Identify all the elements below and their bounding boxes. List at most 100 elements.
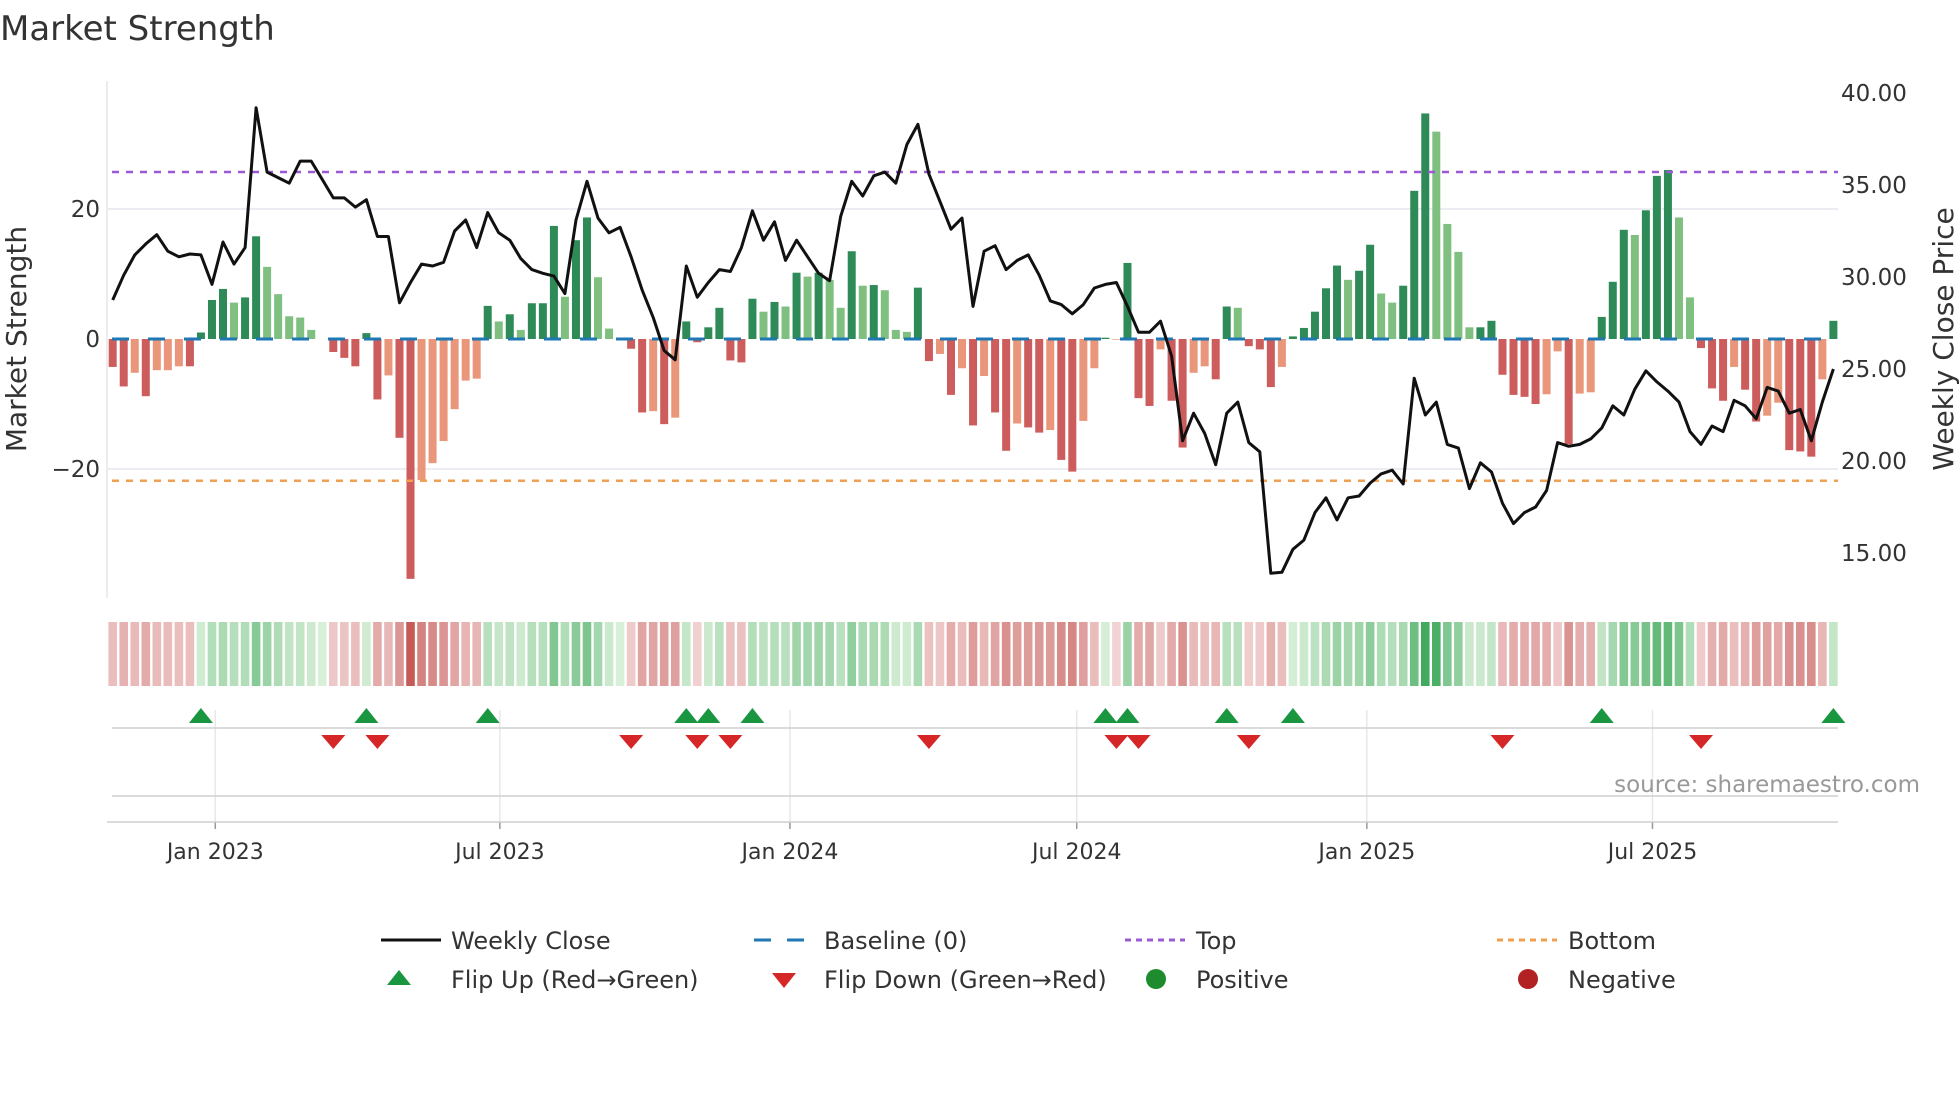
heat-strip-cell [505, 622, 515, 686]
weekly-close-line [111, 106, 1835, 575]
flip-down-marker [365, 735, 390, 749]
positive-bar [847, 251, 856, 339]
positive-bar [1399, 285, 1408, 339]
positive-bar [527, 303, 536, 339]
flip-up-marker [696, 708, 721, 723]
heat-strip-cell [891, 622, 901, 686]
flip-down-marker [1236, 735, 1261, 749]
positive-bar [1322, 288, 1330, 339]
negative-bar [1035, 339, 1044, 433]
positive-bar [682, 321, 691, 339]
negative-bar [935, 339, 944, 354]
heat-strip-cell [1641, 622, 1651, 686]
heat-strip-cell [1090, 622, 1099, 686]
negative-bar [1730, 339, 1739, 367]
flip-up-marker [475, 708, 500, 723]
heat-strip-cell [329, 622, 338, 686]
positive-bar [1652, 175, 1661, 339]
heat-strip-cell [406, 622, 415, 686]
negative-bar [152, 339, 161, 371]
positive-bar [571, 240, 580, 339]
heat-strip-cell [174, 622, 184, 686]
heat-strip-cell [317, 622, 327, 686]
heat-strip-cell [1321, 622, 1331, 686]
legend-flip-up-icon [387, 970, 411, 985]
positive-bar [1476, 327, 1485, 339]
negative-bar [373, 339, 382, 400]
positive-bar [814, 272, 823, 339]
positive-bar [902, 331, 911, 339]
heat-strip-cell [913, 622, 923, 686]
legend-flip-down-label: Flip Down (Green→Red) [824, 966, 1107, 994]
heat-strip-cell [1586, 622, 1596, 686]
heat-strip-cell [527, 622, 537, 686]
y-axis-label: Market Strength [0, 226, 33, 452]
negative-bar [141, 339, 150, 397]
heat-strip-cell [461, 622, 470, 686]
negative-bar [1112, 339, 1121, 340]
heat-strip-cell [1784, 622, 1794, 686]
legend-top-label: Top [1195, 927, 1237, 955]
negative-bar [461, 339, 470, 381]
positive-bar [1410, 190, 1419, 339]
legend-flip-up-label: Flip Up (Red→Green) [451, 966, 699, 994]
negative-bar [1531, 339, 1540, 404]
flip-up-marker [740, 708, 765, 723]
flip-up-marker [1280, 708, 1305, 723]
heat-strip-cell [439, 622, 448, 686]
negative-bar [1024, 339, 1033, 428]
heat-strip-cell [1751, 622, 1761, 686]
positive-bar [263, 266, 272, 339]
legend-baseline-label: Baseline (0) [824, 927, 967, 955]
positive-bar [362, 333, 371, 339]
positive-bar [913, 287, 922, 339]
heat-strip-cell [1034, 622, 1044, 686]
negative-bar [638, 339, 647, 413]
x-tick-label: Jul 2025 [1606, 840, 1698, 865]
heat-strip-cell [1354, 622, 1364, 686]
positive-bar [1366, 244, 1375, 339]
heat-strip-cell [1398, 622, 1408, 686]
positive-bar [605, 328, 614, 339]
legend-bottom-label: Bottom [1568, 927, 1656, 955]
heat-strip-cell [1619, 622, 1629, 686]
negative-bar [991, 339, 1000, 413]
heat-strip-cell [229, 622, 239, 686]
positive-bar [1641, 210, 1650, 339]
legend: Weekly Close Baseline (0) Top Bottom Fli… [381, 927, 1676, 994]
heat-strip-cell [836, 622, 845, 686]
positive-bar [494, 321, 503, 339]
positive-bar [1454, 251, 1463, 339]
positive-bar [1685, 297, 1694, 339]
heat-strip-cell [880, 622, 890, 686]
positive-bar [1101, 337, 1110, 339]
heat-strip-cell [770, 622, 779, 686]
heat-strip-cell [1101, 622, 1110, 686]
heat-strip-cell [704, 622, 713, 686]
heat-strip-cell [957, 622, 967, 686]
negative-bar [1741, 339, 1750, 390]
heat-strip-cell [1553, 622, 1562, 686]
negative-bar [1708, 339, 1717, 389]
heat-strip-cell [814, 622, 823, 686]
negative-bar [130, 339, 139, 373]
positive-bar [483, 305, 492, 339]
heat-strip-cell [384, 622, 393, 686]
flip-down-marker [718, 735, 743, 749]
heat-strip-cell [1178, 622, 1187, 686]
x-tick-label: Jan 2023 [165, 840, 264, 865]
positive-bar [836, 307, 845, 339]
heat-strip-cell [1200, 622, 1209, 686]
negative-bar [1167, 339, 1176, 401]
heat-strip-cell [1409, 622, 1419, 686]
positive-bar [880, 290, 889, 339]
heat-strip-cell [395, 622, 404, 686]
negative-bar [924, 339, 933, 362]
heat-strip-cell [163, 622, 173, 686]
heat-strip-cell [240, 622, 250, 686]
positive-bar [1432, 131, 1441, 339]
y-tick-label: −20 [51, 457, 100, 483]
positive-bar [549, 225, 558, 339]
heat-strip-cell [659, 622, 669, 686]
positive-bar [1123, 262, 1132, 339]
